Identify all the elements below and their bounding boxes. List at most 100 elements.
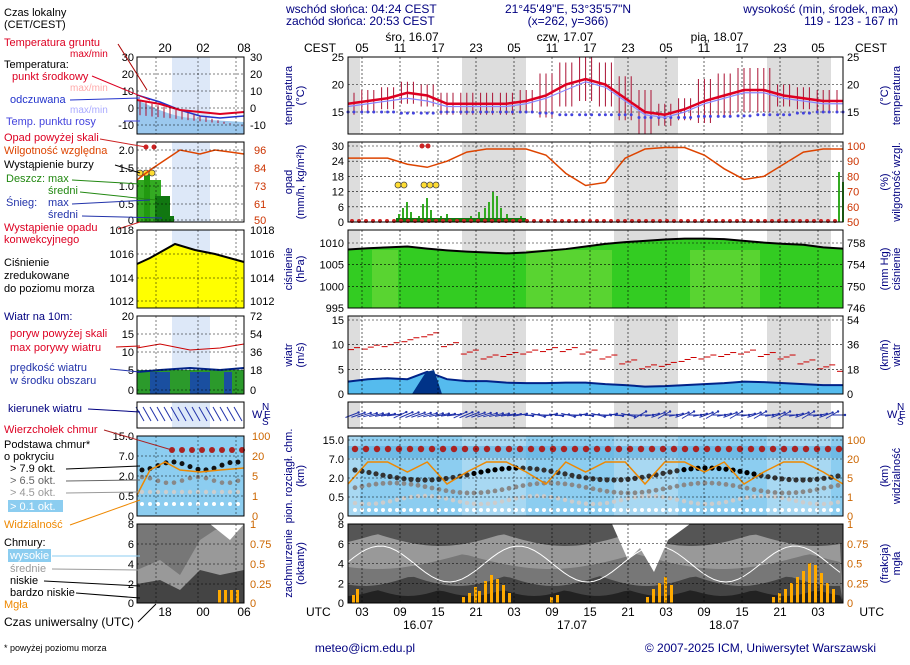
legend-okta-dot [180,478,185,483]
okta-dot [703,481,708,486]
okta-dot [773,508,777,512]
legend-okt3: > 4.5 okt. [10,487,56,499]
okta-dot [563,498,567,502]
legend-rain-mid: średni [48,185,78,197]
legend-wind-band [224,372,232,394]
pointer-line [70,98,140,100]
legend-temperature: Temperatura: [4,59,69,71]
dew-point-dot [638,116,641,119]
dew-point-dot [420,112,423,115]
legend-tick: 0.75 [250,539,271,551]
okta-dot [815,502,819,506]
okta-dot [528,508,532,512]
tick-label: 20 [847,80,859,92]
side-label: (km) [295,465,307,487]
tick-label: 1 [847,492,853,504]
wind-arrow-head [831,411,833,413]
okta-dot [836,508,840,512]
legend-tick: 30 [250,52,262,64]
okta-dot [703,502,707,506]
okta-dot [535,494,539,498]
legend-local-time-sub: (CET/CEST) [4,19,66,31]
fog-bar [790,583,793,603]
okta-dot [381,481,386,486]
okta-dot [556,508,560,512]
okta-dot [451,508,455,512]
legend-tick: 0 [128,598,134,610]
legend-temp-maxmin: max/min [70,49,108,60]
tick-label: 15.0 [323,435,344,447]
okta-dot [492,467,497,472]
side-label: wilgotność wzgl. [891,142,903,222]
email-link[interactable]: meteo@icm.edu.pl [315,641,415,655]
legend-wind-speed2: w środku obszaru [9,375,96,387]
okta-dot [584,501,588,505]
okta-dot [493,508,497,512]
dew-point-dot [578,113,581,116]
legend-okt2: > 6.5 okt. [10,475,56,487]
tick-label: 750 [847,281,865,293]
legend-tick: 1016 [110,249,134,261]
okta-dot [702,465,707,470]
legend-rain: Deszcz: [6,173,45,185]
okta-dot [681,467,686,472]
cloud-top-dot [594,446,600,452]
okta-dot [710,508,714,512]
side-label: (frakcja) [879,544,891,584]
okta-dot [569,473,574,478]
okta-dot [724,508,728,512]
legend-okta-dot [172,460,177,465]
okta-dot [668,496,672,500]
tick-label: 60 [847,202,859,214]
okta-dot [577,501,581,505]
wind-arrow-head [436,412,438,414]
fog-bar [820,573,823,603]
pointer-line [110,369,140,372]
legend-tick: -10 [118,120,134,132]
okta-dot [780,496,784,500]
legend-storm: Wystąpienie burzy [4,159,94,171]
wind-arrow-head [844,414,846,416]
okta-dot [745,508,749,512]
date-label: 16.07 [403,618,433,632]
dew-point-dot [756,113,759,116]
legend-cloud-top-dot [229,447,235,453]
okta-dot [801,508,805,512]
dew-point-dot [539,112,542,115]
okta-dot [535,481,540,486]
legend-fog-bar [224,590,227,603]
okta-dot [688,466,693,471]
okta-dot [527,466,532,471]
pressure-band [372,250,398,308]
okta-dot [402,508,406,512]
legend-okta-dot [172,490,176,494]
side-label: (mm Hg) [879,248,891,291]
dew-point-dot [816,111,819,114]
fog-bar [484,581,487,603]
dew-point-dot [788,113,791,116]
utc-tick: 09 [545,605,559,619]
okta-dot [444,508,448,512]
okta-dot [401,476,406,481]
night-band [462,57,526,134]
cloud-top-dot [462,446,468,452]
wind-arrow-head [669,410,671,412]
okta-dot [542,494,546,498]
cloud-top-dot [572,446,578,452]
utc-tick: 09 [697,605,711,619]
tick-label: 100 [847,435,865,447]
legend-conv: Wystąpienie opadu [4,222,97,234]
legend-mid: średnie [10,563,46,575]
compass-s: S [897,417,904,428]
okta-dot [590,476,595,481]
dew-point-dot [743,114,746,117]
dew-point-dot [426,112,429,115]
precip-above-marker [420,144,425,149]
tick-label: 18 [332,171,344,183]
legend-tick: 1014 [110,273,134,285]
legend-utc: Czas uniwersalny (UTC) [4,615,134,629]
legend-okta-dot [140,475,145,480]
legend-tick: 54 [250,329,262,341]
precip-above-marker [426,144,431,149]
